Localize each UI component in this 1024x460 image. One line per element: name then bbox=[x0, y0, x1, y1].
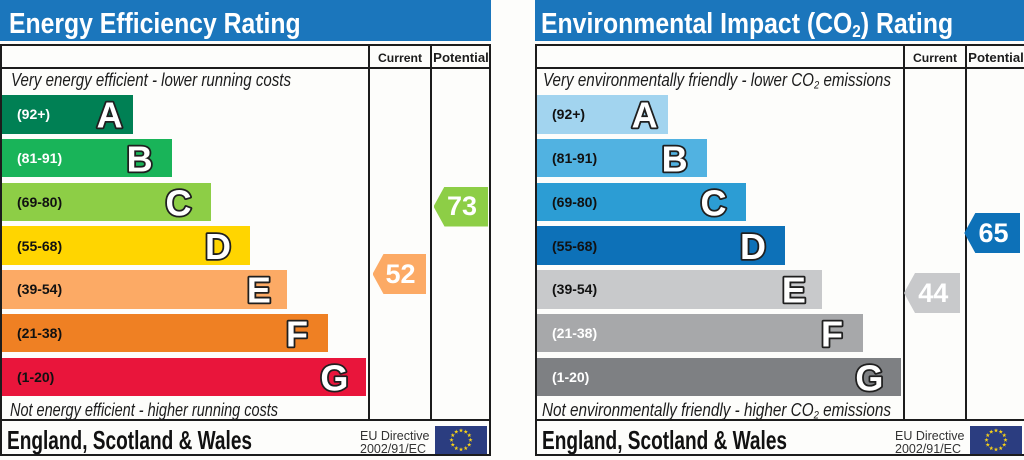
svg-text:G: G bbox=[320, 357, 348, 398]
svg-text:E: E bbox=[782, 270, 806, 311]
svg-text:B: B bbox=[127, 139, 153, 180]
svg-text:D: D bbox=[205, 226, 231, 267]
svg-text:D: D bbox=[740, 226, 766, 267]
svg-text:G: G bbox=[855, 357, 883, 398]
svg-text:B: B bbox=[662, 139, 688, 180]
svg-text:E: E bbox=[247, 270, 271, 311]
svg-text:A: A bbox=[632, 95, 658, 136]
svg-text:F: F bbox=[286, 314, 308, 355]
svg-text:F: F bbox=[821, 314, 843, 355]
svg-text:C: C bbox=[166, 182, 192, 223]
svg-text:A: A bbox=[97, 95, 123, 136]
svg-text:C: C bbox=[701, 182, 727, 223]
